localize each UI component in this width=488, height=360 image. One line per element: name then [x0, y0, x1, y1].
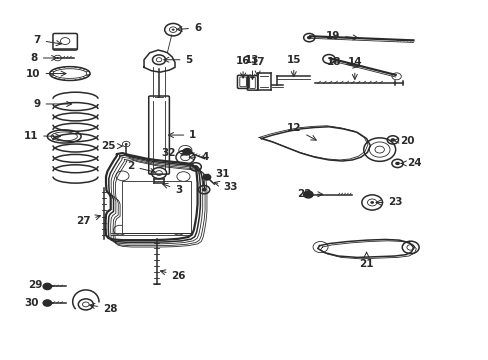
Text: 20: 20 — [393, 136, 414, 145]
Text: 5: 5 — [163, 55, 192, 65]
Text: 17: 17 — [250, 58, 264, 76]
Text: 32: 32 — [161, 148, 186, 158]
Text: 30: 30 — [24, 298, 53, 308]
Text: 22: 22 — [297, 189, 322, 199]
Text: 24: 24 — [400, 158, 421, 168]
Circle shape — [369, 201, 373, 204]
Text: 7: 7 — [33, 35, 61, 46]
Circle shape — [193, 165, 198, 168]
Circle shape — [203, 175, 210, 180]
Circle shape — [56, 57, 59, 59]
Text: 14: 14 — [347, 58, 362, 79]
Text: 8: 8 — [31, 53, 57, 63]
Circle shape — [390, 138, 394, 141]
Text: 31: 31 — [204, 169, 230, 179]
Text: 21: 21 — [359, 252, 373, 269]
Text: 33: 33 — [214, 181, 237, 192]
Text: 15: 15 — [286, 55, 301, 77]
Circle shape — [202, 188, 206, 192]
Text: 18: 18 — [326, 57, 357, 68]
Text: 23: 23 — [375, 198, 402, 207]
Text: 28: 28 — [89, 303, 117, 314]
Text: 19: 19 — [325, 31, 357, 41]
Circle shape — [124, 143, 127, 145]
Text: 26: 26 — [160, 270, 185, 281]
Text: 2: 2 — [127, 161, 155, 174]
FancyBboxPatch shape — [122, 181, 190, 233]
Circle shape — [43, 283, 51, 289]
Text: 25: 25 — [101, 141, 122, 151]
Text: 16: 16 — [235, 56, 250, 78]
Text: 6: 6 — [177, 23, 201, 33]
Text: 29: 29 — [28, 280, 53, 290]
Text: 13: 13 — [244, 55, 259, 79]
Text: 10: 10 — [26, 68, 66, 78]
Text: 27: 27 — [76, 215, 100, 226]
Text: 4: 4 — [189, 152, 208, 162]
Text: 9: 9 — [33, 99, 71, 109]
Text: 1: 1 — [168, 130, 196, 140]
Text: 12: 12 — [286, 123, 316, 140]
Circle shape — [171, 29, 174, 31]
Circle shape — [306, 36, 311, 39]
Text: 3: 3 — [163, 183, 182, 195]
Text: 11: 11 — [23, 131, 60, 141]
Circle shape — [183, 149, 191, 155]
Circle shape — [43, 300, 51, 306]
Circle shape — [394, 162, 399, 165]
Circle shape — [303, 191, 312, 198]
